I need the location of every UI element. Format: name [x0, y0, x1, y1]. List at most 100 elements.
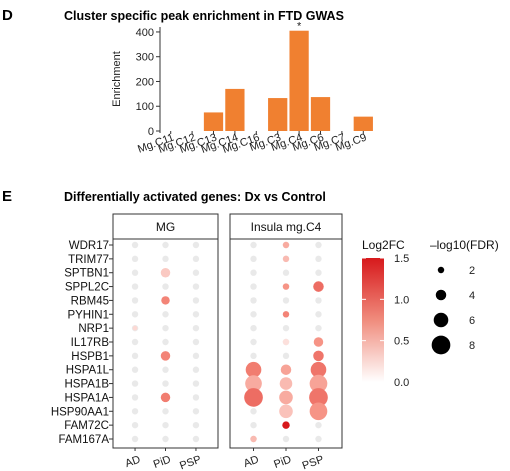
size-legend-label: 4 [469, 290, 475, 302]
point-TRIM77-PiD [282, 255, 290, 263]
background-dot [192, 394, 200, 401]
background-dot [250, 255, 257, 263]
gene-label-IL17RB: IL17RB [71, 337, 110, 349]
bar-Mg.C4 [289, 30, 309, 131]
background-dot [315, 269, 322, 276]
facet-strip [112, 213, 219, 240]
background-dot [162, 435, 169, 443]
gene-label-FAM167A: FAM167A [59, 434, 110, 446]
gene-label-SPPL2C: SPPL2C [65, 282, 109, 294]
background-dot [131, 352, 139, 360]
size-legend-dot [435, 289, 447, 301]
background-dot [315, 324, 322, 332]
background-dot [192, 338, 200, 346]
size-legend-dot [433, 312, 449, 328]
background-dot [131, 269, 139, 276]
gene-label-HSPA1A: HSPA1A [64, 392, 109, 404]
background-dot [250, 311, 257, 318]
background-dot [315, 435, 322, 443]
background-dot [162, 255, 169, 263]
x-tick-label-PiD: PiD [272, 454, 293, 471]
point-HSP90AA1-PSP [309, 402, 328, 421]
background-dot [162, 408, 169, 415]
background-dot [162, 311, 169, 318]
point-SPPL2C-PiD [282, 283, 290, 290]
point-HSPA1A-PiD [279, 390, 293, 405]
background-dot [282, 269, 290, 276]
color-legend-label: 1.5 [394, 253, 409, 265]
gene-label-HSPA1L: HSPA1L [66, 365, 110, 377]
background-dot [131, 255, 139, 263]
background-dot [162, 380, 169, 387]
background-dot [131, 241, 139, 249]
background-dot [131, 311, 139, 318]
point-WDR17-PiD [282, 241, 290, 249]
gene-label-WDR17: WDR17 [69, 240, 109, 252]
gene-label-PYHIN1: PYHIN1 [67, 309, 109, 321]
background-dot [162, 324, 169, 332]
bar-Mg.C14 [225, 88, 245, 131]
x-tick-label-PSP: PSP [178, 454, 203, 471]
panel-label-d: D [2, 7, 13, 24]
background-dot [131, 435, 139, 443]
point-FAM167A-AD [250, 435, 257, 443]
background-dot [131, 366, 139, 373]
facet-strip-label: Insula mg.C4 [251, 220, 322, 234]
bar-Mg.C9 [353, 116, 373, 131]
gene-label-HSPA1B: HSPA1B [64, 379, 109, 391]
y-axis-label: Enrichment [111, 51, 123, 107]
background-dot [192, 241, 200, 249]
color-legend-label: 0.5 [394, 336, 409, 348]
background-dot [192, 435, 200, 443]
background-dot [250, 241, 257, 249]
point-HSPA1L-PiD [280, 364, 292, 375]
point-NRP1-AD [132, 325, 138, 331]
background-dot [162, 338, 169, 346]
gene-label-TRIM77: TRIM77 [68, 254, 109, 266]
point-SPTBN1-PiD [160, 267, 171, 278]
chart-d-title: Cluster specific peak enrichment in FTD … [64, 9, 344, 23]
background-dot [131, 338, 139, 346]
gene-label-HSPB1: HSPB1 [71, 351, 109, 363]
y-tick-label: 100 [136, 101, 154, 113]
legends: 0.0 0.5 1.0 1.5 2 4 6 8 [362, 253, 475, 389]
point-HSPA1B-AD [245, 375, 262, 392]
point-IL17RB-PSP [313, 337, 324, 347]
background-dot [192, 297, 200, 304]
background-dot [315, 297, 322, 304]
background-dot [250, 338, 257, 346]
background-dot [192, 283, 200, 290]
y-tick-label: 300 [136, 52, 154, 64]
background-dot [315, 255, 322, 263]
x-tick-label-AD: AD [124, 454, 143, 471]
background-dot [162, 421, 169, 429]
x-tick-label-PiD: PiD [152, 454, 173, 471]
background-dot [131, 283, 139, 290]
background-dot [192, 380, 200, 387]
background-dot [315, 311, 322, 318]
point-HSPA1L-AD [245, 361, 262, 378]
color-legend-label: 0.0 [394, 377, 409, 389]
background-dot [250, 352, 257, 360]
y-tick-label: 200 [136, 76, 154, 88]
background-dot [162, 283, 169, 290]
background-dot [250, 324, 257, 332]
point-HSPB1-PiD [160, 351, 171, 361]
background-dot [131, 297, 139, 304]
size-legend-dot [437, 266, 445, 274]
gene-label-SPTBN1: SPTBN1 [64, 268, 109, 280]
bar-annotation: * [297, 21, 302, 33]
background-dot [282, 352, 290, 360]
chart-e-title: Differentially activated genes: Dx vs Co… [64, 190, 326, 204]
color-legend-title: Log2FC [362, 238, 405, 252]
size-legend-dot [431, 335, 451, 355]
point-HSPA1B-PiD [279, 377, 293, 390]
size-legend-label: 8 [469, 340, 475, 352]
size-legend-label: 2 [469, 265, 475, 277]
background-dot [131, 408, 139, 415]
size-legend-label: 6 [469, 315, 475, 327]
x-tick-label-AD: AD [242, 454, 261, 471]
background-dot [162, 241, 169, 249]
